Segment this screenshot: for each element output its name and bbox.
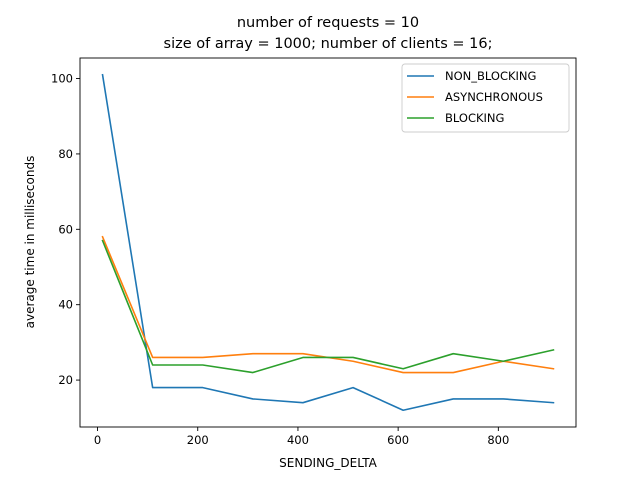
series-line-blocking [101, 239, 555, 374]
x-tick-label: 0 [94, 433, 101, 447]
chart-title-line-1: number of requests = 10 [237, 15, 419, 31]
legend: NON_BLOCKING ASYNCHRONOUS BLOCKING [401, 63, 570, 133]
axis-ticks: 0 200 400 600 800 20 40 60 80 100 [51, 72, 509, 447]
series-line-asynchronous [101, 235, 555, 374]
y-tick-label: 80 [58, 147, 73, 161]
legend-label-non-blocking: NON_BLOCKING [445, 69, 536, 83]
legend-label-asynchronous: ASYNCHRONOUS [445, 90, 543, 104]
legend-box [401, 63, 570, 133]
x-tick-label: 600 [387, 433, 409, 447]
y-tick-label: 60 [58, 222, 73, 236]
x-tick-label: 200 [187, 433, 209, 447]
chart-title-line-2: size of array = 1000; number of clients … [164, 36, 493, 52]
x-tick-label: 800 [487, 433, 509, 447]
y-tick-label: 20 [58, 373, 73, 387]
y-tick-label: 40 [58, 298, 73, 312]
y-tick-label: 100 [51, 72, 73, 86]
plot-series [101, 73, 555, 412]
x-tick-label: 400 [287, 433, 309, 447]
y-axis-label: average time in milliseconds [23, 156, 37, 329]
x-axis-label: SENDING_DELTA [279, 456, 377, 470]
series-line-non-blocking [101, 73, 555, 412]
plot-area-frame [79, 57, 577, 428]
legend-label-blocking: BLOCKING [445, 111, 504, 125]
